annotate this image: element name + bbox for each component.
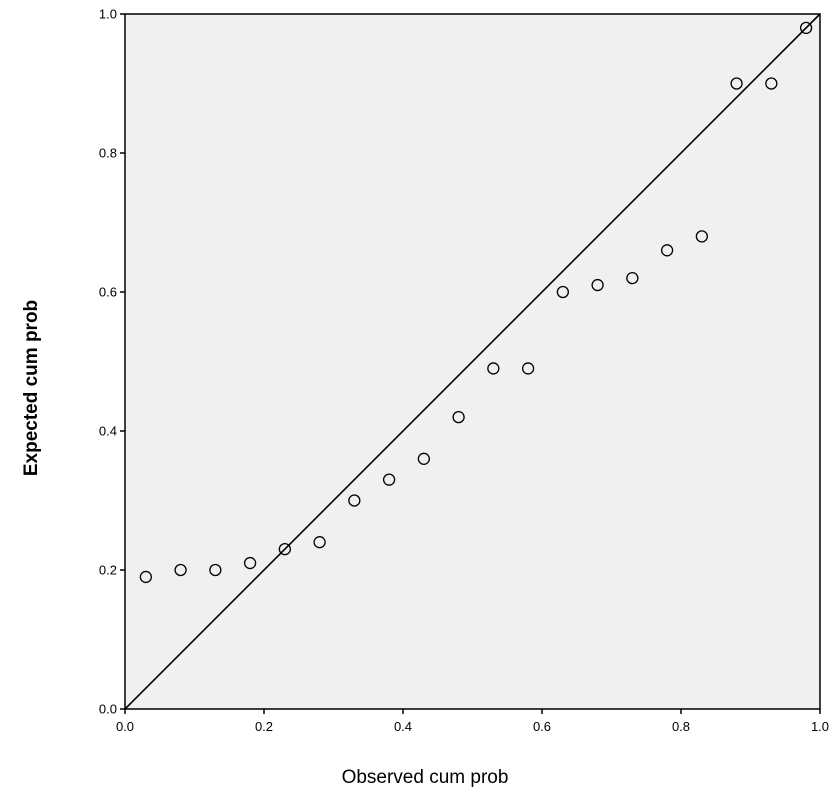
y-tick-label: 0.2 [99,563,117,578]
reference-line [124,13,821,710]
data-point [730,77,743,90]
x-tick-label: 0.8 [672,719,690,734]
x-tick-label: 0.6 [533,719,551,734]
data-point [139,570,153,584]
data-point [209,563,222,577]
data-point [382,473,396,486]
data-point [417,452,431,465]
y-tick-label: 0.4 [99,424,117,439]
y-axis: 0.0 0.2 0.4 0.6 0.8 1.0 [99,7,125,717]
reference-layer [124,13,821,710]
y-tick-label: 0.0 [99,702,117,717]
x-tick-label: 0.2 [255,719,273,734]
data-point [174,563,187,577]
data-point [695,230,708,243]
data-point [660,244,674,257]
data-point [626,271,639,285]
data-points [139,21,813,584]
data-point [521,362,535,375]
data-point [591,278,604,292]
data-point [313,536,326,549]
data-point [348,494,361,507]
x-tick-label: 0.0 [116,719,134,734]
y-tick-label: 0.8 [99,146,117,161]
data-point [556,285,569,299]
x-tick-label: 0.4 [394,719,412,734]
data-point [452,410,465,424]
x-tick-label: 1.0 [811,719,829,734]
data-point [799,21,813,35]
y-tick-label: 0.6 [99,285,117,300]
x-axis: 0.0 0.2 0.4 0.6 0.8 1.0 [116,709,829,734]
data-point [243,556,257,570]
y-axis-title: Expected cum prob [21,300,42,476]
y-tick-label: 1.0 [99,7,117,22]
data-point [278,543,292,556]
data-point [765,77,778,90]
x-axis-title: Observed cum prob [342,767,509,788]
data-point [487,362,500,375]
